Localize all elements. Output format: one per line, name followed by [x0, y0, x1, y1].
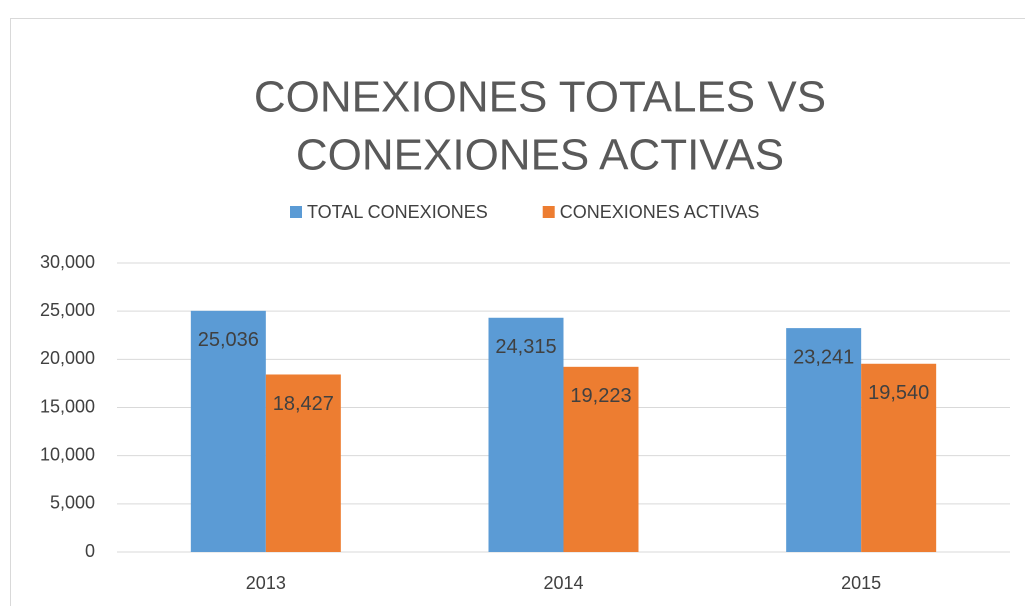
- y-tick-label: 25,000: [40, 300, 95, 320]
- chart-title: CONEXIONES ACTIVAS: [296, 131, 784, 180]
- bar: [488, 317, 564, 552]
- chart-title: CONEXIONES TOTALES VS: [254, 73, 826, 122]
- x-tick-label: 2015: [841, 573, 881, 593]
- y-tick-label: 30,000: [40, 252, 95, 272]
- y-tick-label: 20,000: [40, 348, 95, 368]
- legend-label: TOTAL CONEXIONES: [307, 202, 488, 222]
- data-label: 24,315: [495, 336, 556, 358]
- data-label: 25,036: [198, 329, 259, 351]
- bar: [190, 310, 266, 552]
- data-label: 19,223: [570, 385, 631, 407]
- data-label: 18,427: [273, 393, 334, 415]
- bar: [861, 363, 937, 552]
- y-tick-label: 5,000: [50, 493, 95, 513]
- data-label: 19,540: [868, 382, 929, 404]
- data-label: 23,241: [793, 346, 854, 368]
- legend-swatch: [542, 206, 555, 218]
- bar: [563, 366, 639, 552]
- x-tick-label: 2013: [246, 573, 286, 593]
- legend-swatch: [290, 206, 302, 218]
- legend-label: CONEXIONES ACTIVAS: [560, 202, 760, 222]
- bar: [265, 374, 341, 552]
- y-tick-label: 0: [85, 541, 95, 561]
- y-tick-label: 10,000: [40, 444, 95, 464]
- bar: [786, 328, 862, 552]
- y-tick-label: 15,000: [40, 396, 95, 416]
- x-tick-label: 2014: [543, 573, 583, 593]
